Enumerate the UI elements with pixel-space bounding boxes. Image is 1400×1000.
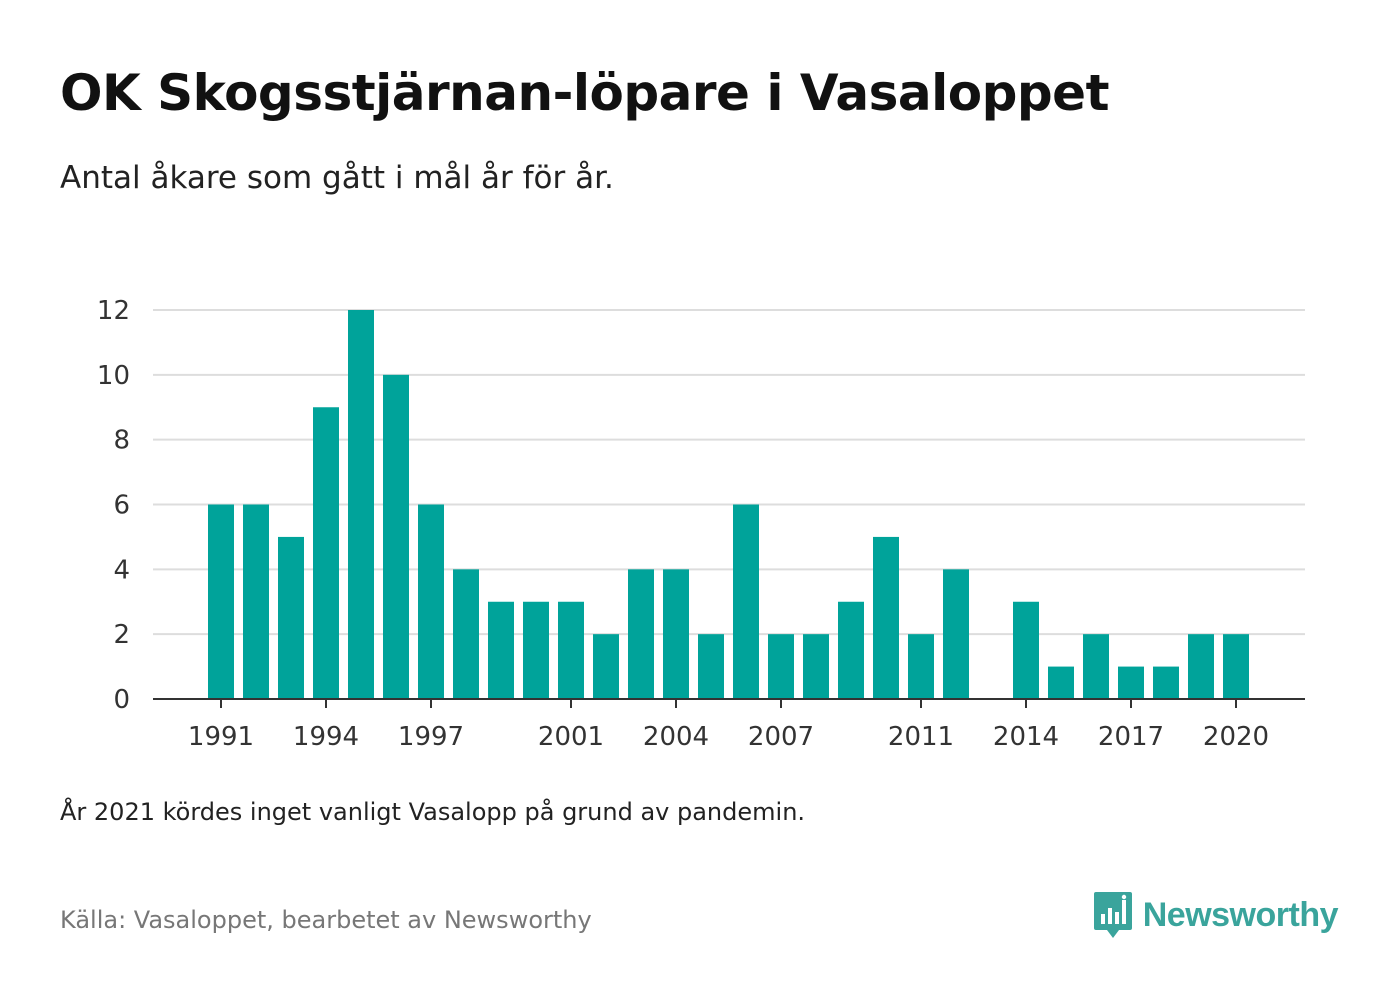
- y-tick-label-2: 2: [113, 620, 130, 650]
- bar-2017: [1118, 667, 1144, 699]
- chart-note: År 2021 kördes inget vanligt Vasalopp på…: [60, 798, 805, 826]
- y-tick-label-4: 4: [113, 555, 130, 585]
- bar-1998: [453, 569, 479, 699]
- x-tick-label-1991: 1991: [188, 722, 254, 752]
- x-tick-label-2017: 2017: [1098, 722, 1164, 752]
- bar-1993: [278, 537, 304, 699]
- y-tick-label-10: 10: [97, 361, 130, 391]
- bar-2002: [593, 634, 619, 699]
- brand-logo: Newsworthy: [1093, 890, 1338, 940]
- x-tick-label-2020: 2020: [1203, 722, 1269, 752]
- bar-2008: [803, 634, 829, 699]
- bar-2018: [1153, 667, 1179, 699]
- x-tick-label-2007: 2007: [748, 722, 814, 752]
- source-credit: Källa: Vasaloppet, bearbetet av Newswort…: [60, 906, 592, 934]
- bar-2011: [908, 634, 934, 699]
- bar-2005: [698, 634, 724, 699]
- y-tick-label-6: 6: [113, 491, 130, 521]
- x-tick-label-1997: 1997: [398, 722, 464, 752]
- bar-2001: [558, 602, 584, 699]
- brand-name: Newsworthy: [1143, 896, 1338, 935]
- bar-2010: [873, 537, 899, 699]
- bar-2019: [1188, 634, 1214, 699]
- x-tick-label-2001: 2001: [538, 722, 604, 752]
- newsworthy-logo-icon: [1093, 890, 1133, 940]
- bar-2012: [943, 569, 969, 699]
- x-tick-label-2004: 2004: [643, 722, 709, 752]
- bar-2014: [1013, 602, 1039, 699]
- y-tick-label-12: 12: [97, 296, 130, 326]
- bar-1995: [348, 310, 374, 699]
- bar-2003: [628, 569, 654, 699]
- bar-2009: [838, 602, 864, 699]
- bar-2020: [1223, 634, 1249, 699]
- bar-1999: [488, 602, 514, 699]
- bar-1992: [243, 505, 269, 700]
- bar-2016: [1083, 634, 1109, 699]
- bar-2007: [768, 634, 794, 699]
- y-tick-label-0: 0: [113, 685, 130, 715]
- bar-1996: [383, 375, 409, 699]
- bar-1994: [313, 407, 339, 699]
- y-tick-label-8: 8: [113, 426, 130, 456]
- bar-1991: [208, 505, 234, 700]
- bar-2015: [1048, 667, 1074, 699]
- bar-2000: [523, 602, 549, 699]
- bar-chart: 0 2 4 6 8 10 12 1991 1994 1997 2001 2004 2007 2011 201…: [0, 0, 1400, 1000]
- bar-2006: [733, 505, 759, 700]
- x-tick-label-2011: 2011: [888, 722, 954, 752]
- bar-1997: [418, 505, 444, 700]
- x-tick-label-2014: 2014: [993, 722, 1059, 752]
- x-tick-label-1994: 1994: [293, 722, 359, 752]
- bar-2004: [663, 569, 689, 699]
